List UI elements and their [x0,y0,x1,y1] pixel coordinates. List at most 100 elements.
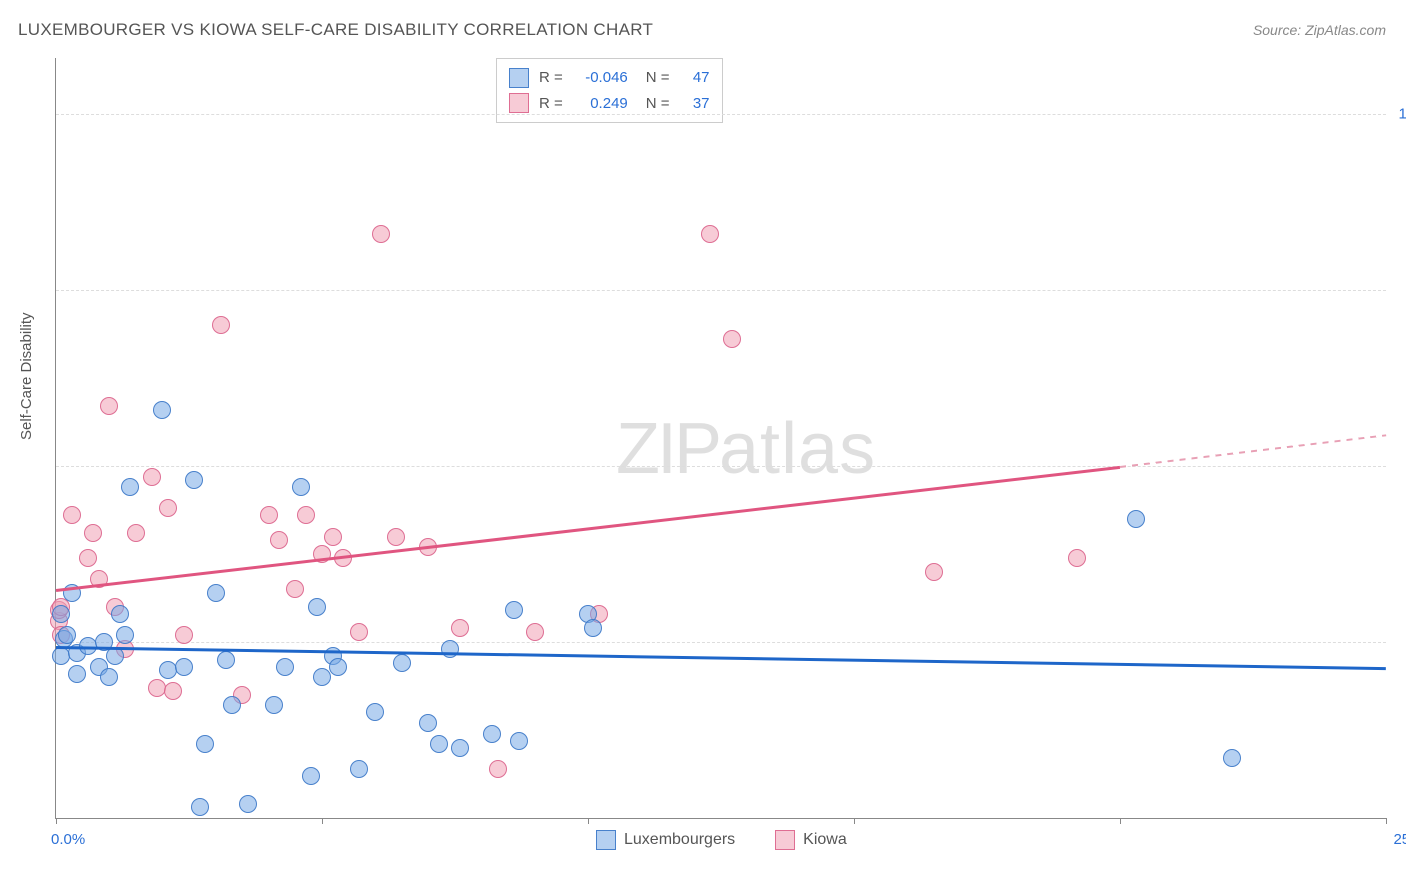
data-point-blue [116,626,134,644]
x-tick [322,818,323,824]
gridline [56,114,1386,115]
data-point-pink [925,563,943,581]
y-tick-label: 2.5% [1391,634,1406,651]
x-tick [854,818,855,824]
gridline [56,466,1386,467]
stats-row-blue: R = -0.046 N = 47 [509,65,710,91]
r-label: R = [539,65,563,91]
data-point-pink [286,580,304,598]
data-point-pink [212,316,230,334]
data-point-pink [164,682,182,700]
data-point-pink [489,760,507,778]
data-point-pink [143,468,161,486]
data-point-blue [276,658,294,676]
data-point-blue [419,714,437,732]
data-point-pink [260,506,278,524]
data-point-blue [196,735,214,753]
data-point-blue [111,605,129,623]
data-point-blue [393,654,411,672]
data-point-blue [121,478,139,496]
data-point-pink [387,528,405,546]
data-point-blue [58,626,76,644]
r-label: R = [539,91,563,117]
data-point-pink [175,626,193,644]
data-point-blue [292,478,310,496]
gridline [56,642,1386,643]
swatch-pink-icon [775,830,795,850]
data-point-blue [223,696,241,714]
trend-line-pink [56,466,1120,592]
n-label: N = [646,65,670,91]
gridline [56,290,1386,291]
n-value-blue: 47 [680,65,710,91]
data-point-blue [68,665,86,683]
data-point-blue [265,696,283,714]
stats-row-pink: R = 0.249 N = 37 [509,91,710,117]
x-tick [588,818,589,824]
data-point-pink [79,549,97,567]
legend-item-pink: Kiowa [775,830,847,850]
r-value-pink: 0.249 [573,91,628,117]
data-point-blue [350,760,368,778]
data-point-blue [505,601,523,619]
trend-line-pink-dash [1120,434,1386,468]
n-label: N = [646,91,670,117]
data-point-blue [185,471,203,489]
data-point-pink [100,397,118,415]
data-point-pink [701,225,719,243]
data-point-blue [100,668,118,686]
data-point-blue [441,640,459,658]
y-tick-label: 5.0% [1391,458,1406,475]
data-point-blue [217,651,235,669]
data-point-blue [483,725,501,743]
data-point-blue [1223,749,1241,767]
data-point-pink [723,330,741,348]
data-point-pink [350,623,368,641]
legend-label-blue: Luxembourgers [624,831,735,849]
data-point-blue [308,598,326,616]
data-point-pink [324,528,342,546]
data-point-blue [584,619,602,637]
data-point-pink [526,623,544,641]
data-point-blue [313,668,331,686]
data-point-blue [451,739,469,757]
data-point-pink [451,619,469,637]
data-point-blue [207,584,225,602]
swatch-blue-icon [596,830,616,850]
x-tick-label: 0.0% [51,831,85,848]
source-label: Source: ZipAtlas.com [1253,22,1386,38]
chart-title: LUXEMBOURGER VS KIOWA SELF-CARE DISABILI… [18,20,653,40]
data-point-pink [84,524,102,542]
data-point-pink [127,524,145,542]
data-point-pink [148,679,166,697]
data-point-blue [302,767,320,785]
data-point-blue [52,605,70,623]
swatch-pink-icon [509,93,529,113]
r-value-blue: -0.046 [573,65,628,91]
n-value-pink: 37 [680,91,710,117]
watermark: ZIPatlas [616,408,876,490]
data-point-blue [430,735,448,753]
data-point-blue [239,795,257,813]
data-point-blue [510,732,528,750]
chart-plot-area: ZIPatlas R = -0.046 N = 47 R = 0.249 N =… [55,58,1386,819]
data-point-blue [153,401,171,419]
data-point-pink [297,506,315,524]
data-point-blue [329,658,347,676]
legend-label-pink: Kiowa [803,831,847,849]
bottom-legend: Luxembourgers Kiowa [596,830,847,850]
data-point-pink [1068,549,1086,567]
stats-legend-box: R = -0.046 N = 47 R = 0.249 N = 37 [496,58,723,123]
data-point-pink [270,531,288,549]
x-tick [56,818,57,824]
x-tick-label: 25.0% [1393,831,1406,848]
y-tick-label: 10.0% [1391,106,1406,123]
data-point-blue [191,798,209,816]
data-point-pink [159,499,177,517]
data-point-blue [366,703,384,721]
y-axis-label: Self-Care Disability [18,312,35,440]
data-point-blue [175,658,193,676]
swatch-blue-icon [509,68,529,88]
data-point-blue [106,647,124,665]
x-tick [1386,818,1387,824]
